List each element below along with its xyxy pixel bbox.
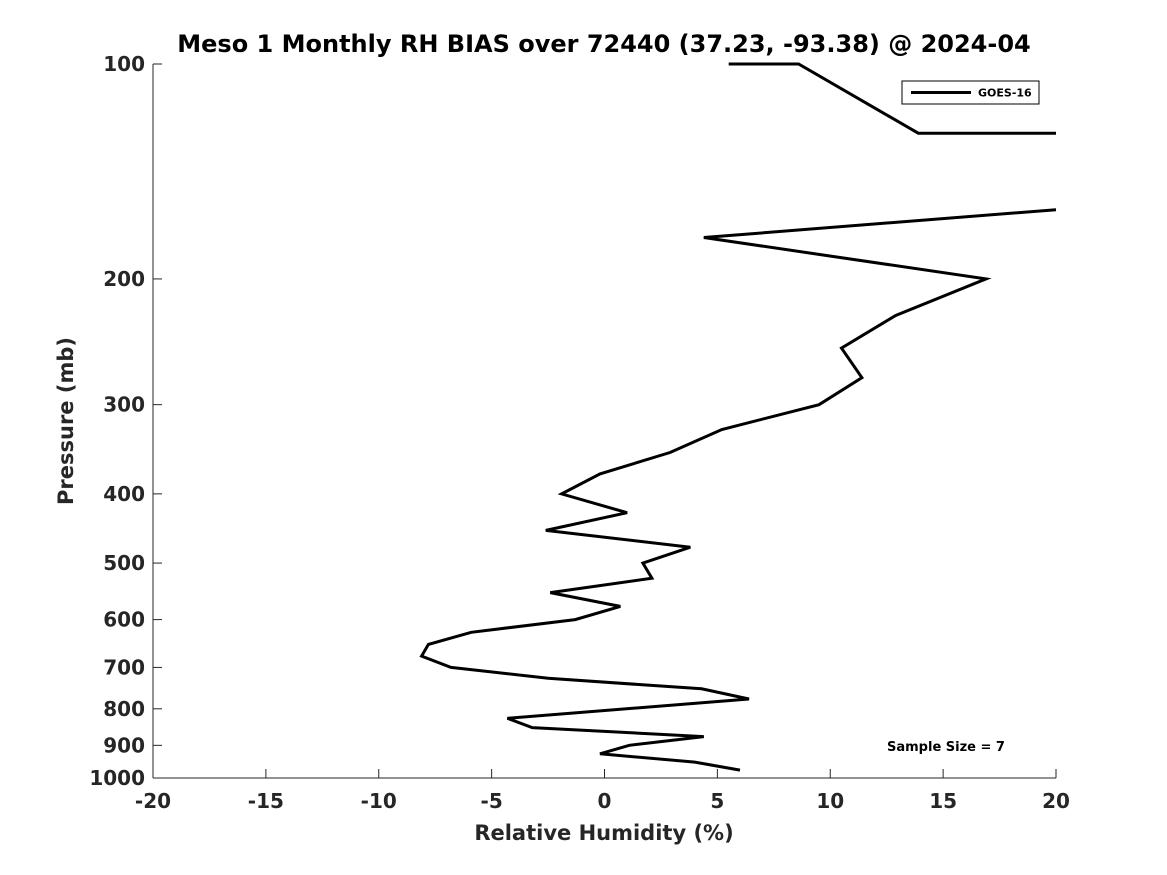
y-tick-label: 400 [103,482,145,506]
y-tick-label: 600 [103,608,145,632]
x-tick-label: 15 [929,789,957,813]
chart-title: Meso 1 Monthly RH BIAS over 72440 (37.23… [177,30,1030,58]
y-tick-label: 300 [103,393,145,417]
series-line-goes-16 [419,208,1057,772]
x-tick-label: 0 [598,789,612,813]
series-layer [419,62,1057,772]
sample-size-annotation: Sample Size = 7 [887,740,1005,755]
x-tick-label: -10 [361,789,397,813]
y-tick-label: 800 [103,697,145,721]
x-tick-label: -20 [135,789,171,813]
series-line-goes-16 [728,62,1056,135]
y-tick-label: 900 [103,733,145,757]
plot-frame [153,64,1056,778]
y-tick-label: 700 [103,655,145,679]
x-ticks: -20 -15 -10 -5 0 5 10 15 20 [135,769,1070,813]
y-tick-label: 500 [103,551,145,575]
y-tick-label: 1000 [89,766,145,790]
legend-label-goes-16: GOES-16 [978,87,1032,100]
x-tick-label: -15 [248,789,284,813]
y-axis-label: Pressure (mb) [54,337,78,505]
x-tick-label: 20 [1042,789,1070,813]
y-ticks: 100 200 300 400 500 600 700 800 900 1000 [89,52,162,790]
y-tick-label: 100 [103,52,145,76]
x-axis-label: Relative Humidity (%) [474,821,733,845]
x-tick-label: -5 [481,789,503,813]
x-tick-label: 10 [816,789,844,813]
y-tick-label: 200 [103,267,145,291]
x-tick-label: 5 [710,789,724,813]
legend: GOES-16 [901,80,1040,105]
